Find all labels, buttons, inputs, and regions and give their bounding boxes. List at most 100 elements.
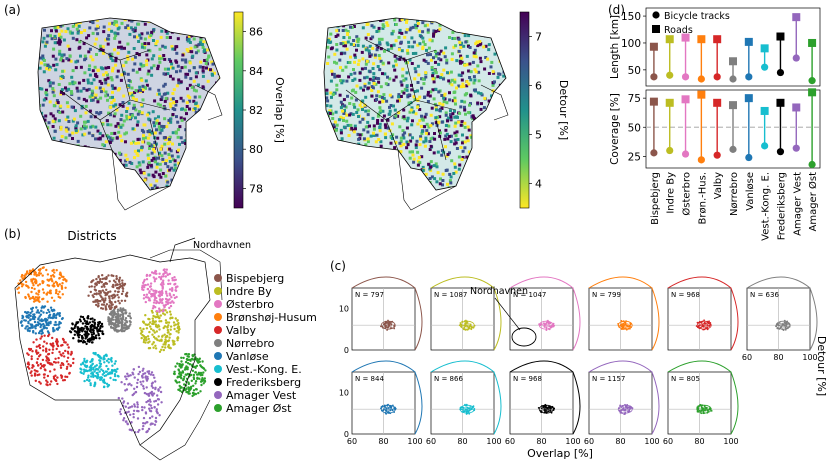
- legend-roads: Roads: [664, 25, 693, 36]
- subplot: N = 797 0 10: [339, 276, 423, 355]
- subplot: N = 636 60 80 100: [742, 276, 818, 362]
- panel-label-d: (d): [608, 3, 625, 17]
- legend-label: Vest.-Kong. E.: [226, 363, 302, 376]
- c-xtick: 80: [773, 353, 783, 362]
- bicycle-track-point: [792, 54, 800, 62]
- scatter-point: [708, 409, 710, 411]
- bicycle-track-point: [681, 73, 690, 81]
- colorbar-tick: 86: [249, 26, 263, 39]
- marginal-x: [351, 360, 416, 373]
- density-core: [463, 406, 472, 412]
- density-contour: [459, 320, 475, 330]
- scatter-point: [707, 410, 709, 413]
- subplot-n: N = 797: [355, 291, 384, 299]
- legend-label: Nørrebro: [226, 337, 275, 350]
- c-ytick: 0: [344, 430, 349, 439]
- road-point: [808, 38, 817, 47]
- scatter-point: [471, 406, 474, 409]
- scatter-grid: N = 797 0 10 N = 1087 N = 1047 N = 799 N = 968…: [339, 276, 818, 446]
- bicycle-track-point: [761, 142, 769, 150]
- d-ytick: 100: [621, 38, 641, 50]
- c-xtick: 80: [694, 437, 704, 446]
- subplot-n: N = 636: [750, 291, 779, 299]
- bicycle-track-point: [666, 71, 674, 79]
- legend-label: Brønshøj-Husum: [226, 311, 317, 324]
- road-point: [760, 44, 769, 53]
- bicycle-track-point: [745, 73, 753, 81]
- density-core: [700, 322, 709, 328]
- road-point: [713, 98, 722, 107]
- districts-title: Districts: [67, 229, 116, 243]
- scatter-point: [619, 324, 622, 327]
- d-xtick: Amager Vest: [792, 172, 803, 236]
- d-xtick: Bispebjerg: [650, 172, 661, 225]
- density-core: [542, 322, 551, 328]
- density-contour: [380, 320, 396, 330]
- subplot: N = 968 60 80 100: [505, 360, 581, 446]
- bicycle-track-point: [761, 63, 769, 71]
- marginal-y: [414, 371, 423, 435]
- road-point: [649, 97, 658, 106]
- legend-marker: [214, 378, 222, 386]
- bicycle-track-point: [729, 75, 737, 83]
- colorbar-tick: 78: [249, 182, 263, 195]
- scatter-point: [550, 325, 553, 327]
- c-xtick: 60: [347, 437, 357, 446]
- density-contour: [538, 320, 554, 330]
- scatter-point: [697, 408, 700, 411]
- marginal-y: [493, 287, 502, 351]
- scatter-point: [550, 406, 552, 409]
- density-core: [700, 406, 709, 412]
- c-ytick: 10: [339, 389, 349, 398]
- subplot-n: N = 799: [592, 291, 621, 299]
- legend-label: Amager Vest: [226, 389, 297, 402]
- c-xtick: 100: [565, 437, 580, 446]
- marginal-x: [351, 276, 416, 289]
- density-contour: [775, 320, 791, 330]
- scatter-point: [629, 407, 632, 410]
- panel-label-b: (b): [4, 227, 21, 241]
- d-xtick: Østerbro: [681, 172, 693, 216]
- c-xtick: 100: [802, 353, 817, 362]
- scatter-point: [778, 322, 781, 324]
- legend-label: Valby: [226, 324, 256, 337]
- c-xtick: 100: [486, 437, 501, 446]
- colorbar-tick: 82: [249, 104, 263, 117]
- subplot: N = 1157 60 80 100: [584, 360, 660, 446]
- c-xtick: 100: [407, 437, 422, 446]
- scatter-point: [620, 406, 623, 408]
- d-xtick: Brøn.-Hus.: [697, 172, 708, 224]
- subplot-n: N = 968: [671, 291, 700, 299]
- overlap-colorbar: 86 84 82 80 78 Overlap [%]: [233, 11, 286, 209]
- bicycle-track-point: [650, 73, 658, 81]
- c-ytick: 10: [339, 305, 349, 314]
- road-point: [808, 88, 817, 97]
- scatter-point: [540, 323, 543, 325]
- legend-marker: [214, 274, 222, 282]
- detour-colorbar: 7 6 5 4 Detour [%]: [519, 11, 570, 209]
- subplot-n: N = 844: [355, 375, 384, 383]
- nordhavnen-annotation-c: Nordhavnen: [470, 286, 537, 347]
- subplot-n: N = 866: [434, 375, 463, 383]
- marginal-y: [730, 287, 739, 351]
- marginal-x: [588, 360, 653, 373]
- legend-circle: [652, 11, 660, 19]
- density-core: [384, 406, 393, 412]
- marginal-y: [493, 371, 502, 435]
- nordhavnen-label-c: Nordhavnen: [470, 286, 528, 297]
- legend-bicycle: Bicycle tracks: [664, 11, 730, 22]
- road-point: [744, 94, 753, 103]
- legend-marker: [214, 326, 222, 334]
- colorbar-tick: 84: [249, 65, 263, 78]
- road-point: [729, 101, 737, 110]
- density-core: [621, 322, 630, 328]
- d-xtick: Indre By: [666, 172, 677, 214]
- road-point: [792, 13, 801, 22]
- marginal-y: [572, 287, 581, 351]
- scatter-point: [708, 324, 711, 327]
- density-core: [384, 322, 393, 328]
- colorbar-tick: 7: [535, 31, 542, 44]
- subplot-n: N = 1157: [592, 375, 625, 383]
- road-point: [776, 32, 785, 41]
